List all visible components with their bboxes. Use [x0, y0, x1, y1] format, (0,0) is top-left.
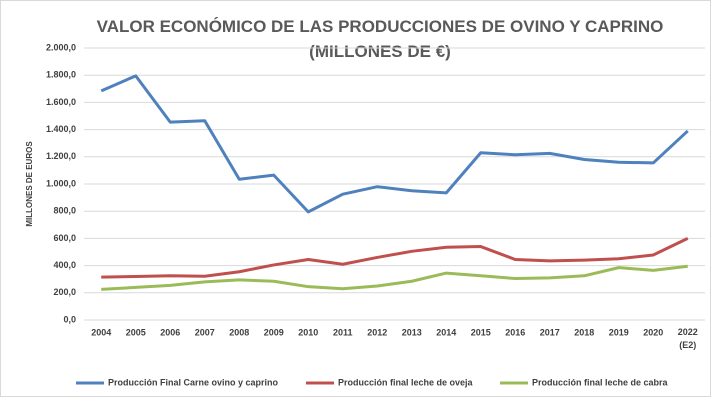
- x-tick-label: 2006: [160, 327, 180, 337]
- y-tick-label: 1.600,0: [46, 97, 76, 107]
- x-tick-label: 2005: [126, 327, 146, 337]
- y-tick-label: 200,0: [53, 287, 76, 297]
- chart-title: VALOR ECONÓMICO DE LAS PRODUCCIONES DE O…: [97, 17, 664, 61]
- chart-frame: [0, 0, 711, 397]
- y-tick-label: 1.400,0: [46, 124, 76, 134]
- y-tick-label: 800,0: [53, 206, 76, 216]
- x-tick-label: 2018: [574, 327, 594, 337]
- x-tick-label: 2010: [298, 327, 318, 337]
- y-axis-label: MILLONES DE EUROS: [25, 141, 34, 227]
- legend-label: Producción final leche de oveja: [338, 377, 474, 387]
- x-tick-label: 2012: [367, 327, 387, 337]
- x-tick-label: 2016: [505, 327, 525, 337]
- x-tick-label: 2022 (E2): [678, 327, 698, 350]
- y-tick-label: 1.800,0: [46, 70, 76, 80]
- x-tick-label: 2014: [436, 327, 456, 337]
- x-tick-label: 2015: [471, 327, 491, 337]
- y-tick-label: 600,0: [53, 233, 76, 243]
- series-line: [101, 264, 688, 291]
- series-line: [101, 237, 689, 279]
- y-tick-label: 400,0: [53, 260, 76, 270]
- x-tick-label: 2007: [195, 327, 215, 337]
- x-tick-label: 2011: [333, 327, 353, 337]
- legend-label: Producción Final Carne ovino y caprino: [108, 377, 279, 387]
- x-tick-label: 2009: [264, 327, 284, 337]
- x-tick-label: 2008: [229, 327, 249, 337]
- y-tick-label: 2.000,0: [46, 42, 76, 52]
- y-tick-label: 0,0: [63, 314, 76, 324]
- series-line: [100, 74, 689, 214]
- legend-label: Producción final leche de cabra: [532, 377, 669, 387]
- y-tick-label: 1.000,0: [46, 178, 76, 188]
- x-tick-label: 2020: [643, 327, 663, 337]
- x-tick-label: 2013: [402, 327, 422, 337]
- x-tick-label: 2004: [91, 327, 111, 337]
- x-tick-label: 2019: [609, 327, 629, 337]
- y-tick-label: 1.200,0: [46, 151, 76, 161]
- x-tick-label: 2017: [540, 327, 560, 337]
